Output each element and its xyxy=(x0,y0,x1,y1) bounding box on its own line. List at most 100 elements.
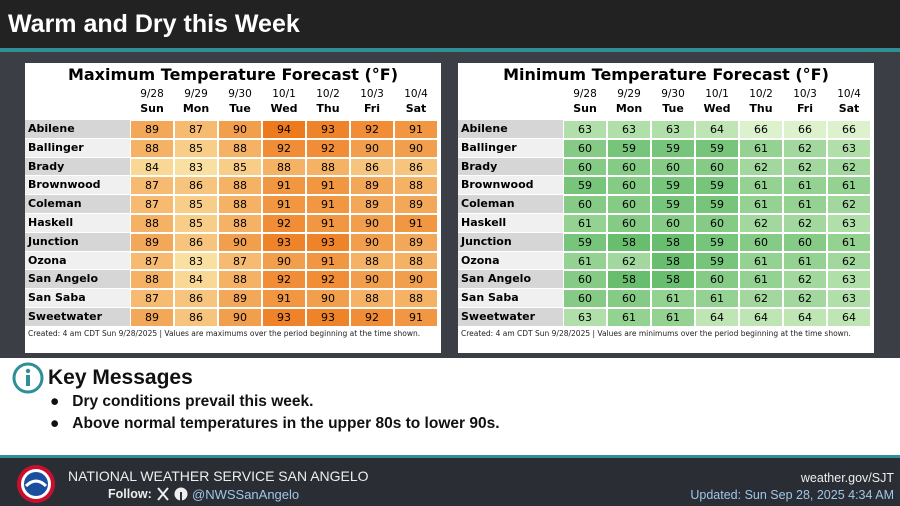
day: Thu xyxy=(749,102,773,115)
temp-cell: 90 xyxy=(350,138,394,158)
temp-cell: 87 xyxy=(218,251,262,271)
temp-cell: 60 xyxy=(695,270,739,290)
temp-cell: 83 xyxy=(174,157,218,177)
temp-cell: 59 xyxy=(695,232,739,252)
temp-cell: 61 xyxy=(563,214,607,233)
date: 10/2 xyxy=(749,88,773,100)
temp-cell: 60 xyxy=(607,214,651,233)
temp-cell: 91 xyxy=(394,308,438,327)
temp-cell: 87 xyxy=(130,251,174,271)
temp-cell: 90 xyxy=(218,232,262,252)
temp-cell: 60 xyxy=(563,270,607,290)
temp-cell: 88 xyxy=(218,176,262,196)
temp-cell: 89 xyxy=(218,289,262,308)
min-table: Minimum Temperature Forecast (°F) 9/28 Sun… xyxy=(458,63,874,353)
nws-logo xyxy=(17,465,55,503)
city: Abilene xyxy=(458,120,563,139)
day: Wed xyxy=(270,102,298,115)
date: 10/4 xyxy=(837,88,861,100)
city: Haskell xyxy=(458,214,563,233)
temp-cell: 88 xyxy=(218,195,262,214)
temp-cell: 89 xyxy=(394,232,438,252)
city: Ballinger xyxy=(25,138,130,158)
org: NATIONAL WEATHER SERVICE SAN ANGELO xyxy=(68,468,369,484)
temp-cell: 60 xyxy=(607,176,651,196)
day: Sat xyxy=(405,102,427,115)
temp-cell: 61 xyxy=(607,308,651,327)
day: Mon xyxy=(182,102,210,115)
temp-cell: 88 xyxy=(218,270,262,290)
city: Haskell xyxy=(25,214,130,233)
temp-cell: 60 xyxy=(651,157,695,177)
date: 10/3 xyxy=(793,88,817,100)
temp-cell: 59 xyxy=(563,232,607,252)
temp-cell: 87 xyxy=(130,195,174,214)
temp-cell: 60 xyxy=(739,232,783,252)
temp-cell: 91 xyxy=(306,251,350,271)
updated: Updated: Sun Sep 28, 2025 4:34 AM xyxy=(690,488,894,502)
temp-cell: 90 xyxy=(350,214,394,233)
temp-cell: 91 xyxy=(306,195,350,214)
temp-cell: 88 xyxy=(394,176,438,196)
url[interactable]: weather.gov/SJT xyxy=(800,471,894,485)
temp-cell: 86 xyxy=(174,289,218,308)
temp-cell: 93 xyxy=(262,308,306,327)
temp-cell: 59 xyxy=(651,176,695,196)
date: 10/4 xyxy=(404,88,428,100)
temp-cell: 85 xyxy=(174,214,218,233)
temp-cell: 61 xyxy=(563,251,607,271)
temp-cell: 90 xyxy=(218,308,262,327)
temp-cell: 63 xyxy=(563,308,607,327)
temp-cell: 91 xyxy=(394,214,438,233)
temp-cell: 89 xyxy=(350,176,394,196)
temp-cell: 91 xyxy=(306,214,350,233)
day: Wed xyxy=(703,102,731,115)
day: Fri xyxy=(796,102,813,115)
city: Coleman xyxy=(458,195,563,214)
city: Ozona xyxy=(458,251,563,271)
temp-cell: 63 xyxy=(563,120,607,139)
day: Sat xyxy=(838,102,860,115)
temp-cell: 86 xyxy=(174,232,218,252)
date: 9/28 xyxy=(573,88,597,100)
temp-cell: 87 xyxy=(130,289,174,308)
temp-cell: 59 xyxy=(651,195,695,214)
date: 9/30 xyxy=(661,88,685,100)
temp-cell: 92 xyxy=(306,138,350,158)
temp-cell: 61 xyxy=(783,195,827,214)
temp-cell: 60 xyxy=(695,214,739,233)
date: 10/3 xyxy=(360,88,384,100)
info-icon xyxy=(12,362,44,394)
city: San Saba xyxy=(25,289,130,308)
temp-cell: 66 xyxy=(783,120,827,139)
handle[interactable]: @NWSSanAngelo xyxy=(192,487,300,502)
temp-cell: 64 xyxy=(827,308,871,327)
temp-cell: 59 xyxy=(607,138,651,158)
table-title: Minimum Temperature Forecast (°F) xyxy=(503,65,829,84)
date: 10/2 xyxy=(316,88,340,100)
temp-cell: 90 xyxy=(218,120,262,139)
temp-cell: 91 xyxy=(262,195,306,214)
temp-cell: 92 xyxy=(350,120,394,139)
temp-cell: 91 xyxy=(394,120,438,139)
temp-cell: 61 xyxy=(695,289,739,308)
temp-cell: 60 xyxy=(563,138,607,158)
temp-cell: 61 xyxy=(827,176,871,196)
temp-cell: 91 xyxy=(262,176,306,196)
temp-cell: 90 xyxy=(394,270,438,290)
temp-cell: 92 xyxy=(306,270,350,290)
temp-cell: 64 xyxy=(695,308,739,327)
temp-cell: 89 xyxy=(130,308,174,327)
temp-cell: 59 xyxy=(651,138,695,158)
temp-cell: 90 xyxy=(394,138,438,158)
temp-cell: 62 xyxy=(739,214,783,233)
temp-cell: 62 xyxy=(783,157,827,177)
message: Above normal temperatures in the upper 8… xyxy=(72,415,500,432)
temp-cell: 88 xyxy=(218,138,262,158)
temp-cell: 60 xyxy=(607,195,651,214)
city: Ballinger xyxy=(458,138,563,158)
city: San Angelo xyxy=(458,270,563,290)
city: Sweetwater xyxy=(458,308,563,327)
temp-cell: 58 xyxy=(651,270,695,290)
